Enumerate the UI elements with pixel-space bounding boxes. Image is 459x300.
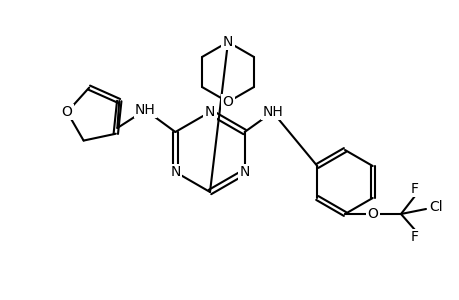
Text: Cl: Cl xyxy=(428,200,442,214)
Text: N: N xyxy=(204,105,215,119)
Text: NH: NH xyxy=(262,105,282,119)
Text: N: N xyxy=(239,165,249,179)
Text: F: F xyxy=(410,182,418,196)
Text: O: O xyxy=(62,105,73,119)
Text: N: N xyxy=(222,35,233,49)
Text: N: N xyxy=(170,165,180,179)
Text: F: F xyxy=(410,230,418,244)
Text: O: O xyxy=(222,95,233,109)
Text: O: O xyxy=(367,207,378,221)
Text: NH: NH xyxy=(134,103,156,117)
